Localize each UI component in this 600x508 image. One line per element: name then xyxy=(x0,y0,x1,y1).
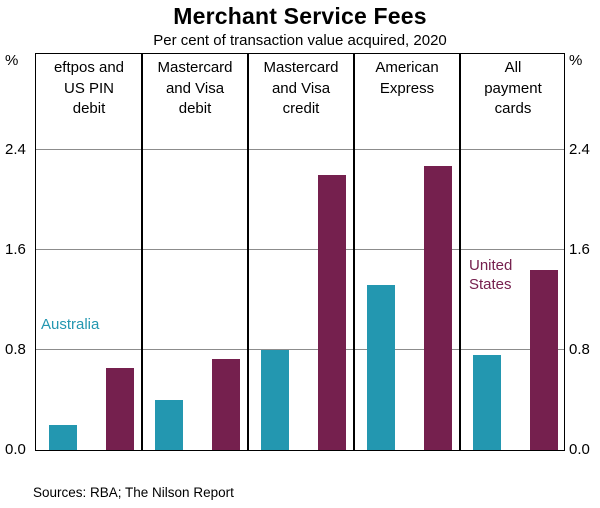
panel-divider xyxy=(459,54,461,450)
panel-eftpos-and-us-pin-debit: eftpos and US PIN debit xyxy=(36,54,142,450)
gridline-2.4 xyxy=(36,149,564,150)
source-note: Sources: RBA; The Nilson Report xyxy=(33,485,234,500)
bar-australia xyxy=(49,425,77,450)
chart-subtitle: Per cent of transaction value acquired, … xyxy=(153,32,447,49)
bar-australia xyxy=(261,350,289,450)
panel-mastercard-and-visa-debit: Mastercard and Visa debit xyxy=(142,54,248,450)
left-y-axis: % 0.0 0.8 1.6 2.4 xyxy=(2,52,35,458)
y-tick-1.6: 1.6 xyxy=(569,240,590,258)
panel-divider xyxy=(247,54,249,450)
panel-mastercard-and-visa-credit: Mastercard and Visa credit xyxy=(248,54,354,450)
bar-united-states xyxy=(530,270,558,450)
y-tick-0.0: 0.0 xyxy=(569,440,590,458)
bar-united-states xyxy=(106,367,134,450)
y-tick-1.6: 1.6 xyxy=(5,240,26,258)
y-axis-unit: % xyxy=(569,52,583,69)
y-axis-unit: % xyxy=(5,52,19,69)
y-tick-0.8: 0.8 xyxy=(5,340,26,358)
plot-area: eftpos and US PIN debit Mastercard and Vi… xyxy=(35,53,565,451)
panel-divider xyxy=(141,54,143,450)
chart-area: % 0.0 0.8 1.6 2.4 eftpos and US PIN debit Mas… xyxy=(0,52,600,458)
panel-all-payment-cards: All payment cards xyxy=(460,54,566,450)
y-tick-0.0: 0.0 xyxy=(5,440,26,458)
panel-label: American Express xyxy=(375,59,439,97)
panel-label: Mastercard and Visa credit xyxy=(263,59,339,118)
panel-divider xyxy=(353,54,355,450)
gridline-0.8 xyxy=(36,349,564,350)
right-y-axis: % 0.0 0.8 1.6 2.4 xyxy=(565,52,598,458)
chart-title: Merchant Service Fees xyxy=(173,3,427,29)
bar-united-states xyxy=(424,166,452,450)
y-tick-0.8: 0.8 xyxy=(569,340,590,358)
bar-australia xyxy=(155,400,183,450)
series-label-australia: Australia xyxy=(41,316,100,333)
panel-label: eftpos and US PIN debit xyxy=(53,59,125,118)
bar-australia xyxy=(367,285,395,450)
gridline-1.6 xyxy=(36,249,564,250)
bar-united-states xyxy=(212,358,240,450)
series-label-united: United States xyxy=(469,257,513,293)
panel-american-express: American Express xyxy=(354,54,460,450)
bar-united-states xyxy=(318,175,346,450)
bar-australia xyxy=(473,355,501,450)
panel-label: Mastercard and Visa debit xyxy=(157,59,233,118)
panel-label: All payment cards xyxy=(484,59,542,118)
y-tick-2.4: 2.4 xyxy=(5,140,26,158)
y-tick-2.4: 2.4 xyxy=(569,140,590,158)
